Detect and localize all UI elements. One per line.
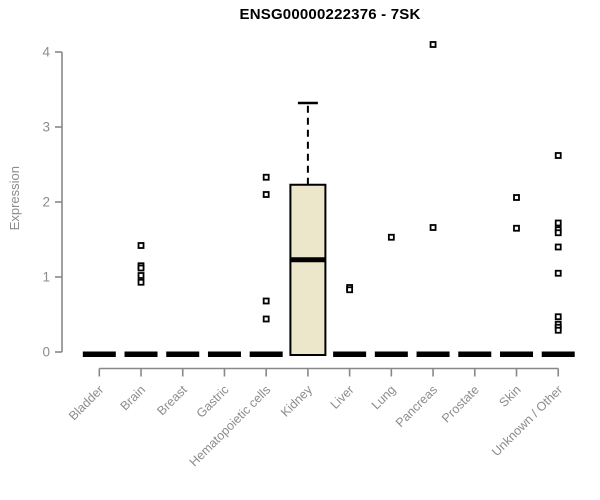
outlier-point: [262, 191, 270, 198]
outlier-point: [262, 173, 270, 181]
outlier-point: [137, 272, 145, 279]
outlier-point: [513, 194, 520, 201]
outlier-point: [429, 224, 437, 231]
x-tick-label: Bladder: [66, 383, 106, 423]
outlier-point: [262, 315, 270, 323]
outlier-point: [554, 313, 562, 321]
x-tick-label: Kidney: [278, 382, 315, 419]
outlier-point: [554, 326, 562, 334]
x-tick-label: Unknown / Other: [489, 383, 565, 459]
box: [289, 183, 327, 356]
x-tick-label: Breast: [154, 382, 190, 418]
chart-title: ENSG00000222376 - 7SK: [239, 6, 421, 23]
y-tick-label: 0: [42, 345, 50, 360]
outlier-point: [554, 229, 562, 237]
zero-bar: [500, 351, 533, 357]
zero-bar: [374, 351, 408, 357]
outlier-point: [554, 219, 562, 227]
x-tick-label: Hematopoietic cells: [187, 383, 274, 470]
outlier-point: [513, 224, 520, 232]
zero-bar: [166, 351, 200, 357]
zero-bar: [82, 351, 116, 357]
outlier-point: [346, 286, 354, 294]
outlier-point: [429, 41, 437, 48]
x-tick-label: Brain: [118, 383, 149, 414]
x-tick-label: Lung: [369, 383, 399, 413]
y-tick-label: 3: [42, 120, 50, 135]
outlier-point: [387, 233, 395, 241]
zero-bar: [207, 351, 241, 357]
median-line: [290, 257, 326, 263]
zero-bar: [333, 351, 367, 357]
outlier-point: [262, 297, 270, 305]
outlier-point: [554, 152, 562, 159]
outlier-point: [137, 278, 145, 286]
x-tick-label: Gastric: [194, 383, 232, 421]
outlier-point: [137, 264, 145, 272]
x-tick-label: Liver: [328, 383, 357, 412]
zero-bar: [458, 351, 492, 357]
zero-bar: [249, 351, 283, 357]
x-tick-label: Prostate: [439, 383, 482, 426]
outlier-point: [554, 269, 562, 277]
x-tick-label: Pancreas: [393, 383, 440, 430]
zero-bar: [124, 351, 158, 357]
y-tick-label: 2: [42, 195, 50, 210]
x-tick-label: Skin: [497, 383, 524, 410]
zero-bar: [416, 351, 450, 357]
outlier-point: [137, 242, 145, 249]
y-tick-label: 4: [42, 45, 50, 60]
outlier-point: [554, 243, 562, 251]
y-tick-label: 1: [42, 270, 50, 285]
zero-bar: [541, 351, 575, 357]
